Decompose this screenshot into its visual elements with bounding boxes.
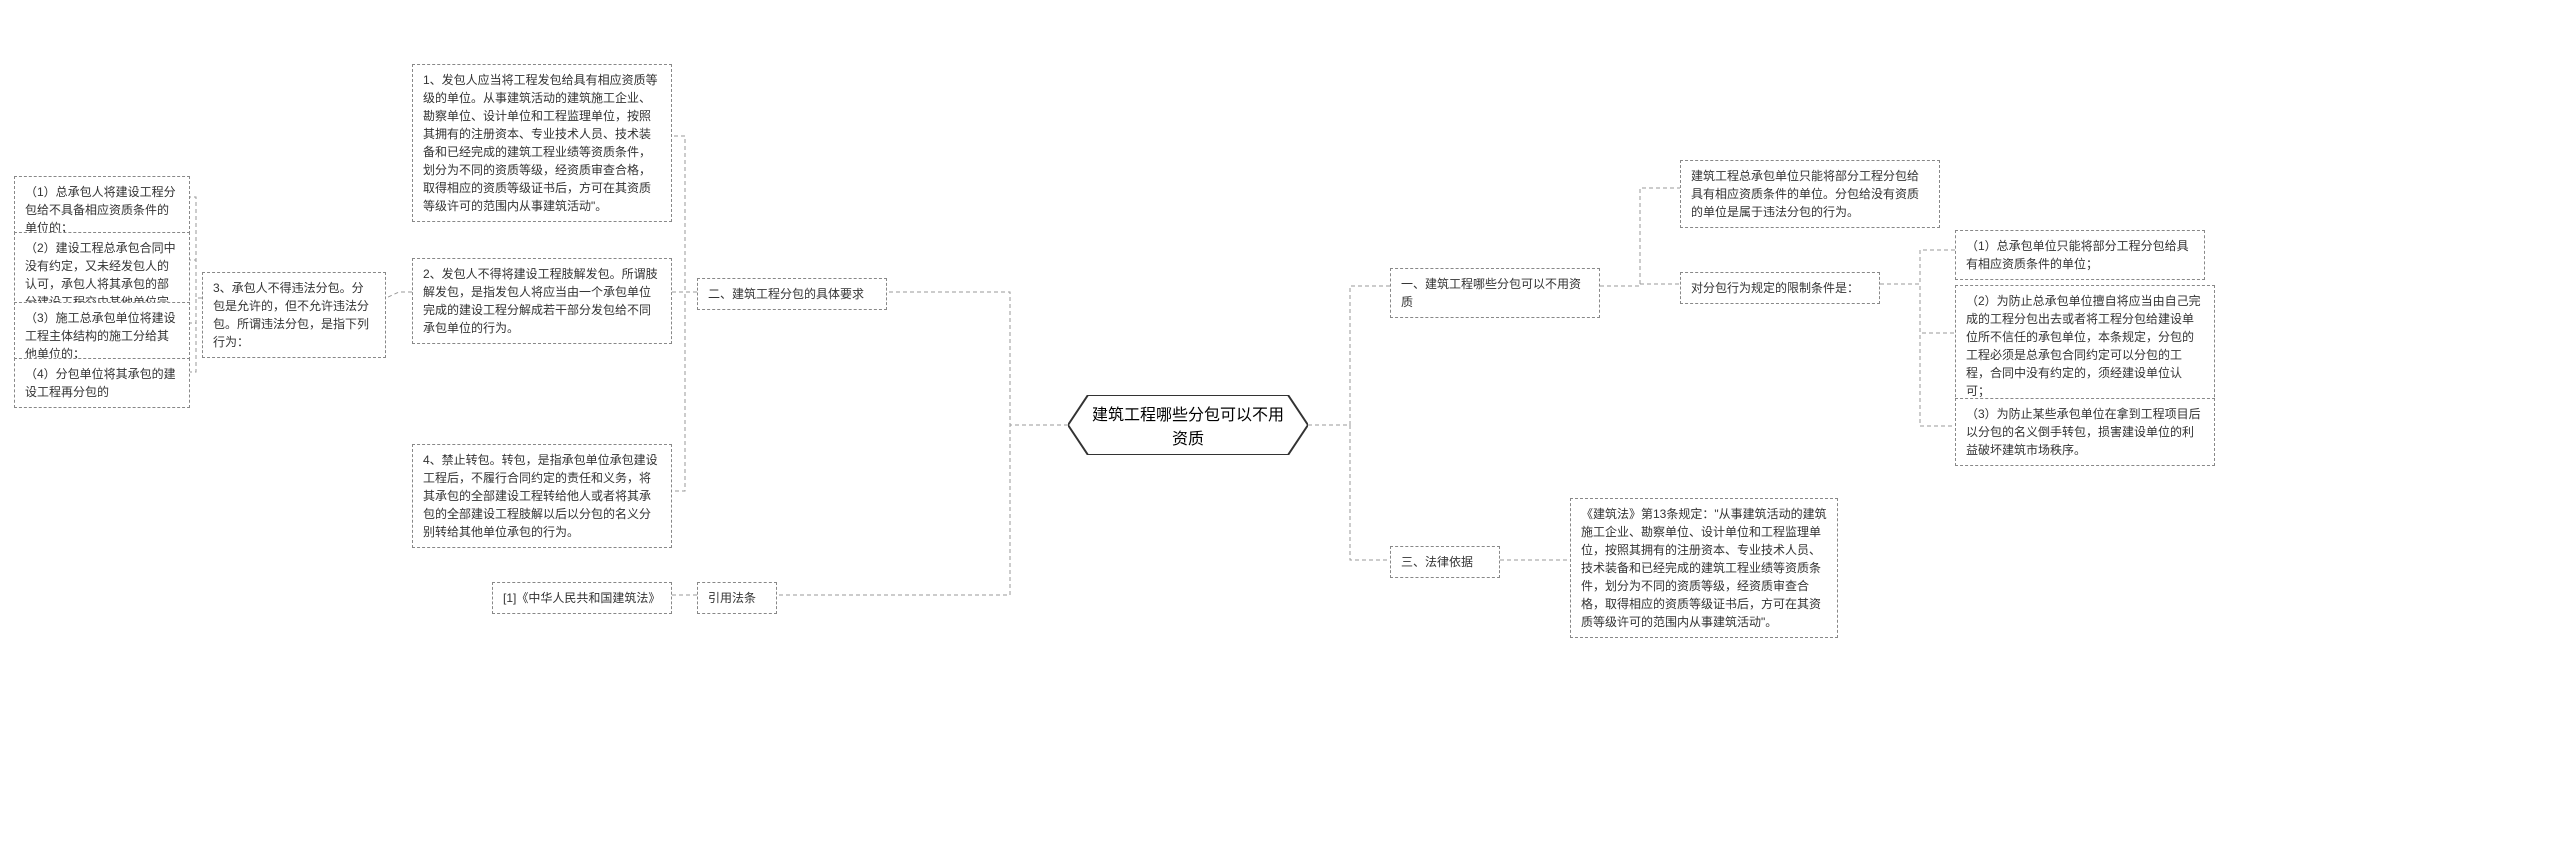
branch-2: 二、建筑工程分包的具体要求: [697, 278, 887, 310]
root-node: 建筑工程哪些分包可以不用资质: [1068, 395, 1308, 455]
root-label: 建筑工程哪些分包可以不用资质: [1068, 395, 1308, 455]
branch-1-child-2: 对分包行为规定的限制条件是：: [1680, 272, 1880, 304]
branch-2-child-1: 1、发包人应当将工程发包给具有相应资质等级的单位。从事建筑活动的建筑施工企业、勘…: [412, 64, 672, 222]
branch-2-child-3d: （4）分包单位将其承包的建设工程再分包的: [14, 358, 190, 408]
branch-cite: 引用法条: [697, 582, 777, 614]
branch-3-child-1: 《建筑法》第13条规定："从事建筑活动的建筑施工企业、勘察单位、设计单位和工程监…: [1570, 498, 1838, 638]
branch-2-child-4: 4、禁止转包。转包，是指承包单位承包建设工程后，不履行合同约定的责任和义务，将其…: [412, 444, 672, 548]
branch-2-child-3: 3、承包人不得违法分包。分包是允许的，但不允许违法分包。所谓违法分包，是指下列行…: [202, 272, 386, 358]
branch-3: 三、法律依据: [1390, 546, 1500, 578]
branch-1: 一、建筑工程哪些分包可以不用资质: [1390, 268, 1600, 318]
branch-1-child-2b: （2）为防止总承包单位擅自将应当由自己完成的工程分包出去或者将工程分包给建设单位…: [1955, 285, 2215, 407]
branch-cite-child-1: [1]《中华人民共和国建筑法》: [492, 582, 672, 614]
branch-2-child-2: 2、发包人不得将建设工程肢解发包。所谓肢解发包，是指发包人将应当由一个承包单位完…: [412, 258, 672, 344]
branch-1-child-2a: （1）总承包单位只能将部分工程分包给具有相应资质条件的单位；: [1955, 230, 2205, 280]
branch-1-child-1: 建筑工程总承包单位只能将部分工程分包给具有相应资质条件的单位。分包给没有资质的单…: [1680, 160, 1940, 228]
branch-1-child-2c: （3）为防止某些承包单位在拿到工程项目后以分包的名义倒手转包，损害建设单位的利益…: [1955, 398, 2215, 466]
